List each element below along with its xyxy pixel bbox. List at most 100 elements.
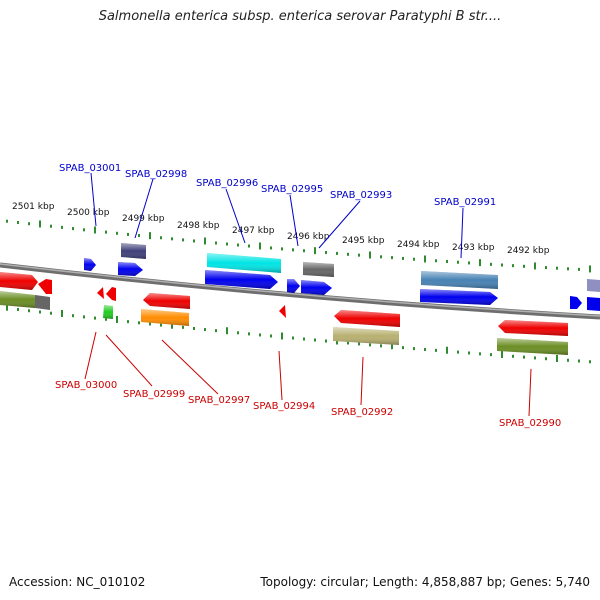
forward-strand-genes[interactable] (84, 243, 600, 311)
minor-tick (39, 310, 41, 314)
major-tick (61, 309, 63, 317)
minor-tick (292, 336, 294, 340)
major-tick (446, 346, 448, 354)
major-tick (424, 255, 426, 263)
minor-tick (413, 257, 415, 261)
gene-spab-02996[interactable] (205, 253, 281, 289)
minor-tick (402, 346, 404, 350)
gene-spab-02998[interactable] (118, 243, 146, 276)
gene-label[interactable]: SPAB_02993 (330, 190, 392, 201)
minor-tick (501, 263, 503, 267)
minor-tick (193, 326, 195, 330)
minor-tick (325, 339, 327, 343)
minor-tick (281, 247, 283, 251)
minor-tick (479, 352, 481, 356)
gene-spab-02993[interactable] (301, 262, 334, 295)
minor-tick (468, 261, 470, 265)
minor-tick (248, 332, 250, 336)
major-tick (94, 226, 96, 234)
minor-tick (545, 357, 547, 361)
gene-spab-02990[interactable] (497, 320, 568, 355)
scale-label: 2500 kbp (67, 208, 110, 218)
major-tick (149, 232, 151, 240)
minor-tick (567, 267, 569, 271)
minor-tick (578, 359, 580, 363)
major-tick (204, 237, 206, 245)
major-tick (6, 303, 8, 311)
minor-tick (468, 351, 470, 355)
minor-tick (303, 249, 305, 253)
minor-tick (391, 256, 393, 260)
forward-leader-lines (90, 172, 464, 259)
minor-tick (127, 232, 129, 236)
minor-tick (347, 341, 349, 345)
scale-label: 2501 kbp (12, 202, 55, 212)
minor-tick (380, 344, 382, 348)
minor-tick (556, 266, 558, 270)
scale-label: 2496 kbp (287, 232, 330, 242)
minor-tick (358, 253, 360, 257)
gene-label[interactable]: SPAB_03001 (59, 163, 121, 174)
minor-tick (490, 262, 492, 266)
major-tick (479, 259, 481, 267)
gene-spab-03000[interactable] (103, 305, 113, 319)
minor-tick (149, 322, 151, 326)
minor-tick (358, 342, 360, 346)
gene-label[interactable]: SPAB_02992 (331, 407, 393, 418)
major-tick (226, 327, 228, 335)
minor-tick (435, 348, 437, 352)
major-tick (39, 220, 41, 228)
forward-gene-labels: SPAB_03001 SPAB_02998 SPAB_02996 SPAB_02… (59, 163, 496, 208)
minor-tick (314, 338, 316, 342)
gene-spab-02992[interactable] (333, 310, 400, 345)
major-tick (369, 251, 371, 259)
minor-tick (237, 243, 239, 247)
gene-label[interactable]: SPAB_02995 (261, 184, 323, 195)
major-tick (116, 315, 118, 323)
scale-label: 2499 kbp (122, 214, 165, 224)
reverse-strand-genes[interactable] (0, 272, 568, 355)
minor-tick (193, 239, 195, 243)
major-tick (314, 247, 316, 255)
minor-tick (127, 320, 129, 324)
major-tick (391, 342, 393, 350)
gene-spab-02999[interactable] (97, 287, 190, 326)
gene-spab-03001[interactable] (84, 258, 96, 271)
gene-label[interactable]: SPAB_02996 (196, 178, 258, 189)
gene-label[interactable]: SPAB_03000 (55, 380, 117, 391)
minor-tick (248, 244, 250, 248)
gene-label[interactable]: SPAB_02997 (188, 395, 250, 406)
gene-reverse-edge[interactable] (0, 272, 52, 310)
minor-tick (83, 315, 85, 319)
minor-tick (215, 329, 217, 333)
minor-tick (567, 358, 569, 362)
minor-tick (182, 238, 184, 242)
minor-tick (270, 334, 272, 338)
minor-tick (336, 251, 338, 255)
major-tick (589, 265, 591, 273)
minor-tick (72, 227, 74, 231)
minor-tick (512, 264, 514, 268)
scale-label: 2498 kbp (177, 221, 220, 231)
minor-tick (28, 309, 30, 313)
reverse-gene-labels: SPAB_03000 SPAB_02999 SPAB_02997 SPAB_02… (55, 380, 561, 429)
scale-labels: 2501 kbp 2500 kbp 2499 kbp 2498 kbp 2497… (12, 202, 550, 256)
gene-spab-02995[interactable] (287, 279, 300, 293)
minor-tick (424, 347, 426, 351)
genome-summary-text: Topology: circular; Length: 4,858,887 bp… (260, 575, 590, 589)
minor-tick (50, 311, 52, 315)
gene-label[interactable]: SPAB_02998 (125, 169, 187, 180)
gene-forward-edge[interactable] (570, 279, 600, 311)
gene-label[interactable]: SPAB_02991 (434, 197, 496, 208)
minor-tick (534, 356, 536, 360)
minor-tick (61, 225, 63, 229)
gene-spab-02991[interactable] (420, 271, 498, 305)
gene-label[interactable]: SPAB_02999 (123, 389, 185, 400)
gene-label[interactable]: SPAB_02990 (499, 418, 561, 429)
gene-label[interactable]: SPAB_02994 (253, 401, 315, 412)
accession-text: Accession: NC_010102 (9, 575, 146, 589)
gene-spab-02994[interactable] (279, 305, 286, 318)
minor-tick (83, 228, 85, 232)
minor-tick (303, 337, 305, 341)
